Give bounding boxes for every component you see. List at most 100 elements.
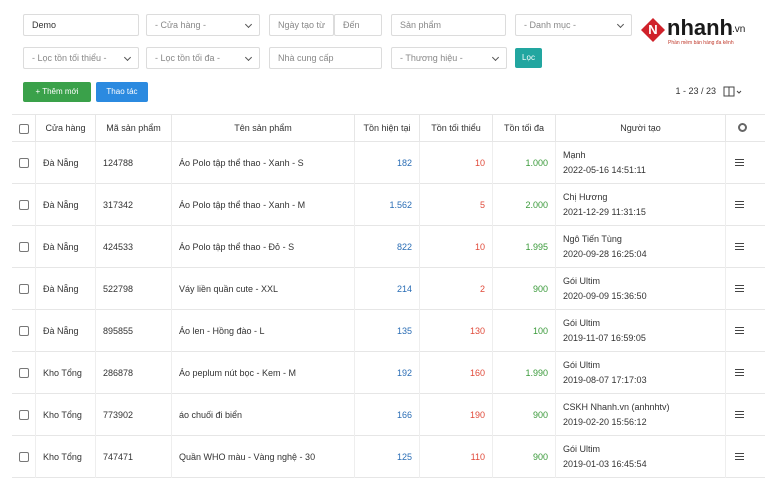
cell: Áo Polo tập thể thao - Xanh - S xyxy=(172,142,355,184)
date-from[interactable]: Ngày tạo từ xyxy=(269,14,334,36)
add-button[interactable]: + Thêm mới xyxy=(23,82,91,102)
store-select[interactable]: - Cửa hàng - xyxy=(146,14,260,36)
cell: Đà Nẵng xyxy=(35,184,96,226)
row-menu[interactable] xyxy=(735,453,744,460)
cell: 125 xyxy=(355,436,420,478)
row-menu-mid xyxy=(735,330,744,331)
cell: Áo len - Hồng đào - L xyxy=(172,310,355,352)
cell: 214 xyxy=(355,268,420,310)
column-header: Tồn tối thiểu xyxy=(420,114,493,142)
product-search[interactable]: Sản phẩm xyxy=(391,14,506,36)
table-row xyxy=(12,268,765,310)
logo-tagline: Phần mềm bán hàng đa kênh xyxy=(668,40,734,46)
row-menu[interactable] xyxy=(735,201,744,208)
row-checkbox[interactable] xyxy=(19,410,29,420)
cell: Đà Nẵng xyxy=(35,142,96,184)
row-menu-mid xyxy=(735,246,744,247)
cell: 900 xyxy=(493,436,556,478)
cell: 1.562 xyxy=(355,184,420,226)
row-menu[interactable] xyxy=(735,411,744,418)
column-header: Tồn tối đa xyxy=(493,114,556,142)
date-to[interactable]: Đến xyxy=(334,14,382,36)
row-menu[interactable] xyxy=(735,285,744,292)
cell: Kho Tổng xyxy=(35,352,96,394)
row-checkbox[interactable] xyxy=(19,158,29,168)
row-menu[interactable] xyxy=(735,369,744,376)
creator-name: Gói Ultim xyxy=(563,276,601,286)
cell xyxy=(556,184,726,226)
cell: Đà Nẵng xyxy=(35,226,96,268)
row-checkbox[interactable] xyxy=(19,368,29,378)
cell: 1.000 xyxy=(493,142,556,184)
creator-name: Mạnh xyxy=(563,150,586,160)
row-menu-mid xyxy=(735,204,744,205)
row-menu[interactable] xyxy=(735,159,744,166)
cell: 100 xyxy=(493,310,556,352)
row-checkbox[interactable] xyxy=(19,452,29,462)
settings-icon[interactable] xyxy=(738,123,747,132)
row-menu[interactable] xyxy=(735,243,744,250)
created-at: 2022-05-16 14:51:11 xyxy=(563,165,646,175)
filter-button[interactable]: Lọc xyxy=(515,48,542,68)
cell: 522798 xyxy=(96,268,172,310)
created-at: 2019-11-07 16:59:05 xyxy=(563,333,646,343)
cell: 110 xyxy=(420,436,493,478)
row-checkbox[interactable] xyxy=(19,284,29,294)
cell: 900 xyxy=(493,394,556,436)
created-at: 2020-09-09 15:36:50 xyxy=(563,291,647,301)
min-stock-select[interactable]: - Lọc tồn tối thiểu - xyxy=(23,47,139,69)
row-menu[interactable] xyxy=(735,327,744,334)
table-row xyxy=(12,184,765,226)
created-at: 2019-02-20 15:56:12 xyxy=(563,417,647,427)
row-menu-mid xyxy=(735,414,744,415)
created-at: 2021-12-29 11:31:15 xyxy=(563,207,646,217)
cell xyxy=(556,310,726,352)
cell: 2 xyxy=(420,268,493,310)
column-header: Tồn hiện tại xyxy=(355,114,420,142)
column-toggle[interactable] xyxy=(723,86,743,98)
cell: 773902 xyxy=(96,394,172,436)
brand-select[interactable]: - Thương hiệu - xyxy=(391,47,507,69)
created-at: 2020-09-28 16:25:04 xyxy=(563,249,647,259)
cell: Kho Tổng xyxy=(35,394,96,436)
header-checkbox[interactable] xyxy=(19,124,29,134)
cell: 160 xyxy=(420,352,493,394)
cell: Áo peplum nút bọc - Kem - M xyxy=(172,352,355,394)
max-stock-select[interactable]: - Lọc tồn tối đa - xyxy=(146,47,260,69)
row-checkbox[interactable] xyxy=(19,326,29,336)
cell: 1.990 xyxy=(493,352,556,394)
table-row xyxy=(12,394,765,436)
row-menu-mid xyxy=(735,372,744,373)
row-checkbox[interactable] xyxy=(19,242,29,252)
store-search[interactable]: Demo xyxy=(23,14,139,36)
supplier-input[interactable]: Nhà cung cấp xyxy=(269,47,382,69)
cell: Đà Nẵng xyxy=(35,310,96,352)
actions-button[interactable]: Thao tác xyxy=(96,82,148,102)
pagination: 1 - 23 / 23 xyxy=(675,86,716,96)
cell: 166 xyxy=(355,394,420,436)
cell: 895855 xyxy=(96,310,172,352)
cell: Váy liền quần cute - XXL xyxy=(172,268,355,310)
category-select[interactable]: - Danh mục - xyxy=(515,14,632,36)
cell xyxy=(556,142,726,184)
row-menu-mid xyxy=(735,456,744,457)
cell xyxy=(556,394,726,436)
cell: 2.000 xyxy=(493,184,556,226)
logo: N nhanh .vn Phần mềm bán hàng đa kênh xyxy=(638,14,752,50)
cell: 182 xyxy=(355,142,420,184)
creator-name: Gói Ultim xyxy=(563,318,601,328)
row-checkbox[interactable] xyxy=(19,200,29,210)
cell: Áo Polo tập thể thao - Đỏ - S xyxy=(172,226,355,268)
cell: Đà Nẵng xyxy=(35,268,96,310)
cell: 190 xyxy=(420,394,493,436)
cell: 130 xyxy=(420,310,493,352)
table-row xyxy=(12,142,765,184)
creator-name: Ngô Tiến Tùng xyxy=(563,234,622,244)
row-menu-mid xyxy=(735,288,744,289)
cell: 286878 xyxy=(96,352,172,394)
logo-suffix: .vn xyxy=(732,24,746,35)
cell: 10 xyxy=(420,226,493,268)
cell xyxy=(556,352,726,394)
cell: áo chuối đi biển xyxy=(172,394,355,436)
created-at: 2019-01-03 16:45:54 xyxy=(563,459,647,469)
